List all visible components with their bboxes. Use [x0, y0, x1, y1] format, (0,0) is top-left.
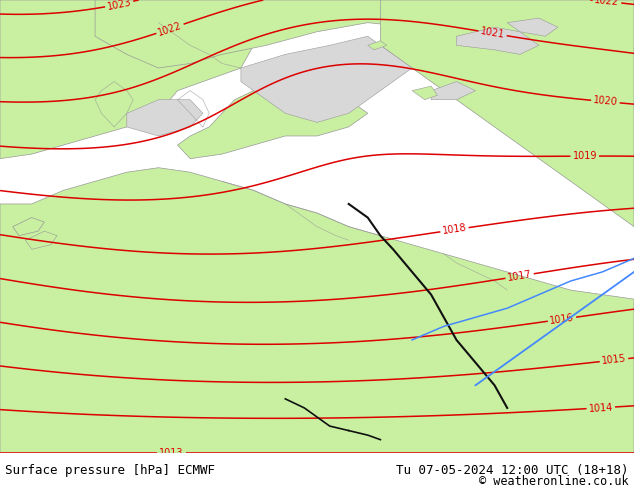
Polygon shape — [431, 81, 476, 99]
Polygon shape — [380, 0, 634, 226]
Polygon shape — [0, 168, 634, 453]
Text: 1014: 1014 — [588, 402, 613, 414]
Text: 1015: 1015 — [601, 354, 627, 367]
Text: 1020: 1020 — [593, 96, 618, 108]
Text: 1013: 1013 — [159, 448, 184, 458]
Polygon shape — [368, 41, 387, 50]
Polygon shape — [95, 0, 634, 68]
Text: 1019: 1019 — [573, 151, 597, 161]
Text: 1021: 1021 — [479, 26, 505, 40]
Polygon shape — [241, 36, 412, 122]
Polygon shape — [0, 0, 254, 159]
Polygon shape — [456, 27, 539, 54]
Text: Surface pressure [hPa] ECMWF: Surface pressure [hPa] ECMWF — [5, 464, 215, 477]
Polygon shape — [507, 18, 558, 36]
Text: 1022: 1022 — [157, 20, 183, 38]
Polygon shape — [127, 99, 203, 136]
Text: 1023: 1023 — [106, 0, 133, 11]
Text: 1017: 1017 — [507, 269, 533, 283]
Text: 1016: 1016 — [549, 313, 575, 326]
Text: 1022: 1022 — [594, 0, 620, 8]
Text: 1018: 1018 — [442, 223, 467, 237]
Text: © weatheronline.co.uk: © weatheronline.co.uk — [479, 475, 629, 488]
Polygon shape — [25, 231, 57, 249]
Polygon shape — [412, 86, 437, 99]
Text: Tu 07-05-2024 12:00 UTC (18+18): Tu 07-05-2024 12:00 UTC (18+18) — [396, 464, 629, 477]
Polygon shape — [178, 81, 368, 159]
Polygon shape — [13, 218, 44, 236]
